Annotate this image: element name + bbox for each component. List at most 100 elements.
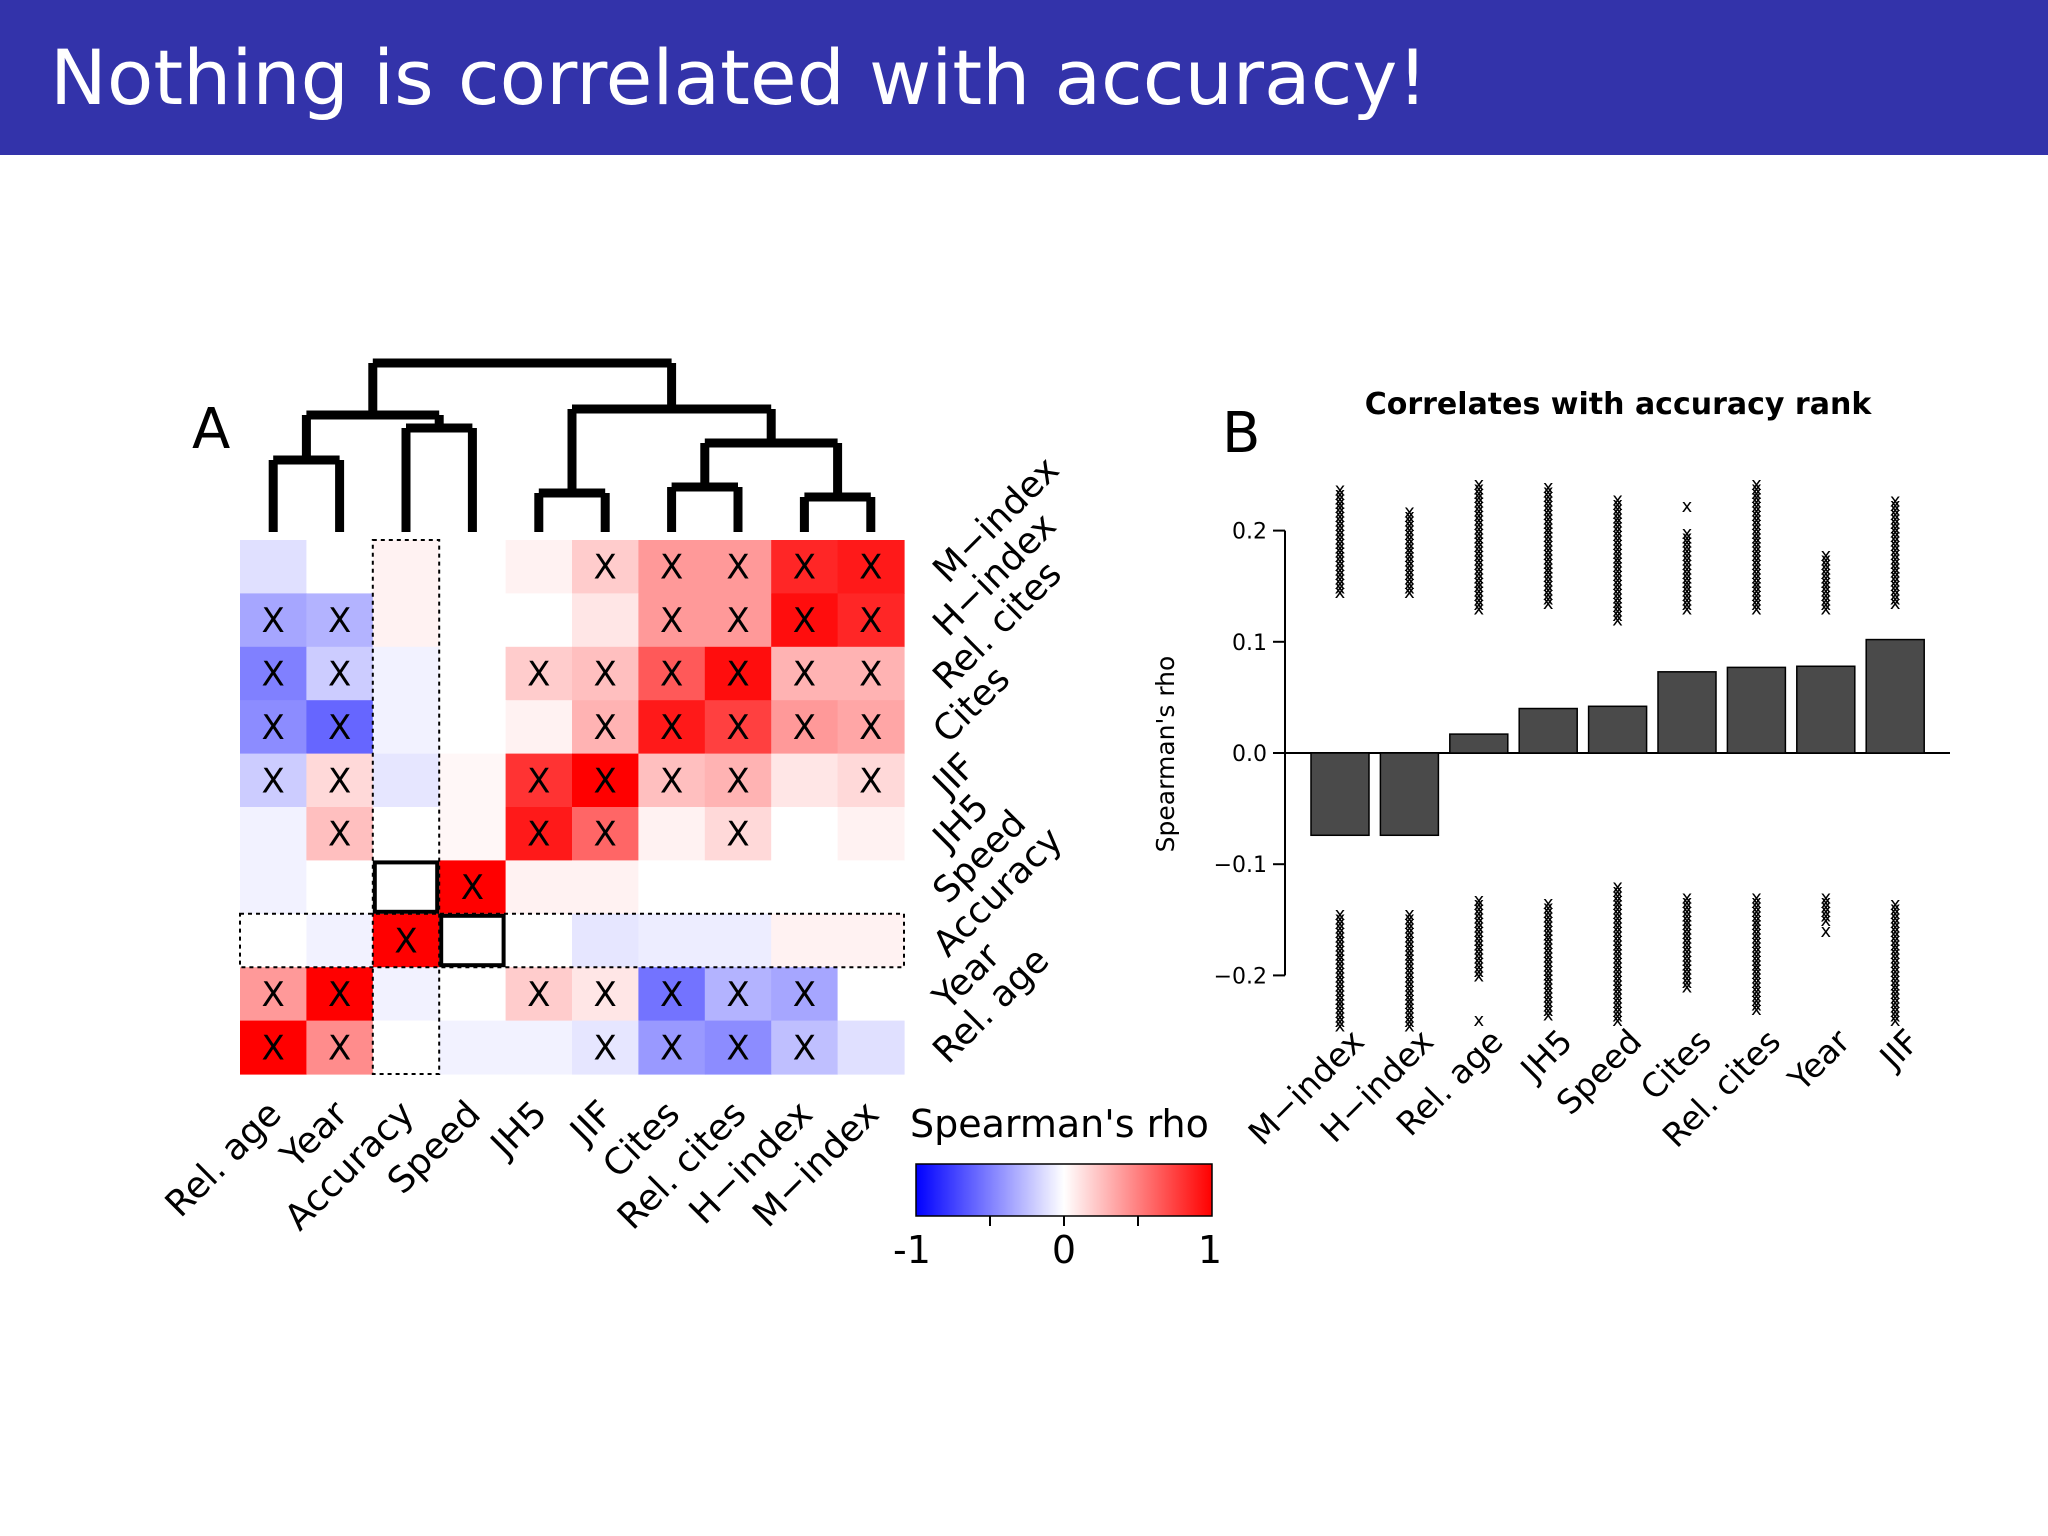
- heatmap-cell: [306, 1020, 374, 1075]
- significance-mark: X: [262, 1028, 285, 1068]
- null-point: x: [1612, 894, 1623, 915]
- heatmap-cell: [771, 700, 839, 755]
- null-point: x: [1820, 558, 1831, 579]
- null-point: x: [1820, 585, 1831, 606]
- heatmap-cell: [704, 1020, 772, 1075]
- heatmap-cell: [572, 860, 639, 915]
- null-point: x: [1751, 950, 1762, 971]
- significance-mark: X: [328, 708, 351, 748]
- null-point: x: [1473, 899, 1484, 920]
- null-point: x: [1612, 521, 1623, 542]
- heatmap-cell: [439, 913, 507, 968]
- heatmap-cell: [638, 540, 706, 594]
- null-point: x: [1404, 1011, 1415, 1032]
- heatmap-cell: [837, 967, 905, 1022]
- null-point: x: [1473, 908, 1484, 929]
- null-point: x: [1751, 492, 1762, 513]
- heatmap-cell: [240, 700, 307, 755]
- null-point: x: [1612, 507, 1623, 528]
- null-point: x: [1612, 1005, 1623, 1026]
- null-point: x: [1543, 964, 1554, 985]
- null-point: x: [1612, 930, 1623, 951]
- heatmap-cell: [837, 700, 905, 755]
- heatmap-cell: [240, 646, 307, 701]
- heatmap-cell: [306, 700, 374, 755]
- null-point: x: [1543, 557, 1554, 578]
- null-point: x: [1543, 924, 1554, 945]
- null-point: x: [1543, 566, 1554, 587]
- null-point: x: [1335, 551, 1346, 572]
- null-point: x: [1335, 962, 1346, 983]
- null-point: x: [1473, 541, 1484, 562]
- null-point: x: [1890, 957, 1901, 978]
- null-point: x: [1751, 572, 1762, 593]
- null-point: x: [1751, 999, 1762, 1020]
- bar: [1518, 707, 1578, 754]
- null-point: x: [1335, 537, 1346, 558]
- legend-gradient-bar: [915, 1163, 1213, 1217]
- heatmap-cell: [372, 540, 440, 594]
- heatmap-highlight-boxes: [239, 539, 905, 1075]
- bar-panel: B Correlates with accuracy rank Spearman…: [1151, 387, 1950, 1155]
- null-point: x: [1820, 892, 1831, 913]
- significance-mark: X: [660, 548, 683, 588]
- null-point: x: [1473, 581, 1484, 602]
- null-point: x: [1890, 531, 1901, 552]
- null-point: x: [1751, 581, 1762, 602]
- null-point: x: [1543, 491, 1554, 512]
- null-point: x: [1890, 952, 1901, 973]
- null-point: x: [1682, 914, 1693, 935]
- null-point: x: [1682, 892, 1693, 913]
- bar-category-label: Year: [1780, 1021, 1858, 1099]
- null-point: x: [1543, 522, 1554, 543]
- null-point: x: [1543, 571, 1554, 592]
- null-point: x: [1612, 547, 1623, 568]
- null-point: x: [1612, 489, 1623, 510]
- null-point: x: [1890, 894, 1901, 915]
- null-point: x: [1543, 477, 1554, 498]
- null-point: x: [1335, 913, 1346, 934]
- heatmap-cell: [704, 807, 772, 861]
- null-point: x: [1890, 540, 1901, 561]
- heatmap-cell: [771, 967, 839, 1022]
- null-point: x: [1335, 958, 1346, 979]
- heatmap-cell: [704, 860, 772, 915]
- null-point: x: [1473, 957, 1484, 978]
- heatmap-cell: [505, 700, 573, 755]
- null-point: x: [1751, 474, 1762, 495]
- null-point: x: [1612, 512, 1623, 533]
- null-point: x: [1473, 567, 1484, 588]
- null-point: x: [1335, 926, 1346, 947]
- significance-mark: X: [262, 601, 285, 641]
- heatmap-cell: [638, 860, 706, 915]
- null-point: x: [1751, 558, 1762, 579]
- heatmap-cell: [572, 807, 639, 861]
- significance-mark: X: [726, 1028, 749, 1068]
- null-point: x: [1335, 568, 1346, 589]
- null-point: x: [1890, 584, 1901, 605]
- null-point: x: [1404, 926, 1415, 947]
- null-point: x: [1820, 896, 1831, 917]
- null-point: x: [1890, 921, 1901, 942]
- null-point: x: [1890, 948, 1901, 969]
- heatmap-cell: [704, 913, 772, 968]
- null-point: x: [1543, 1000, 1554, 1021]
- heatmap-cell: [439, 753, 507, 808]
- null-point: x: [1751, 487, 1762, 508]
- null-point: x: [1890, 903, 1901, 924]
- null-point: x: [1612, 885, 1623, 906]
- heatmap-cell: [505, 540, 573, 594]
- null-point: x: [1473, 558, 1484, 579]
- null-point: x: [1682, 959, 1693, 980]
- null-point: x: [1473, 961, 1484, 982]
- null-point: x: [1404, 519, 1415, 540]
- null-point: x: [1335, 546, 1346, 567]
- null-point: x: [1682, 945, 1693, 966]
- null-point: x: [1473, 563, 1484, 584]
- null-point: x: [1751, 905, 1762, 926]
- null-point: x: [1543, 902, 1554, 923]
- null-point: x: [1682, 919, 1693, 940]
- null-point: x: [1682, 545, 1693, 566]
